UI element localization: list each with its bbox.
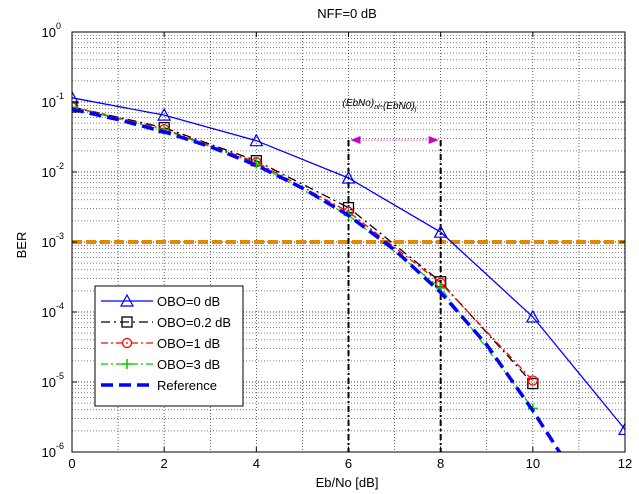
legend-marker (121, 337, 133, 349)
data-point (157, 107, 172, 121)
y-tick-label: 10 (42, 95, 56, 110)
y-tick-label: 10 (42, 25, 56, 40)
data-point (617, 422, 625, 436)
x-tick-label: 4 (253, 456, 260, 471)
y-tick-label: 10 (42, 375, 56, 390)
chart-title: NFF=0 dB (317, 6, 377, 21)
y-tick-label: 10 (42, 165, 56, 180)
y-tick-exponent: -3 (56, 231, 64, 241)
data-point (433, 224, 448, 238)
legend-entry: OBO=0.2 dB (157, 315, 231, 330)
legend-entry: OBO=1 dB (157, 336, 220, 351)
data-point (341, 170, 356, 184)
y-tick-label: 10 (42, 445, 56, 460)
annotation: (EbNo)nl-(EbN0)l (343, 98, 442, 452)
legend-marker (121, 316, 133, 328)
legend-entry: Reference (157, 378, 217, 393)
annotation-arrowhead-left (350, 136, 361, 144)
y-tick-label: 10 (42, 235, 56, 250)
series-line (72, 107, 562, 452)
annotation-label: (EbNo)nl-(EbN0)l (343, 98, 417, 114)
ticks (71, 31, 626, 453)
series-line (72, 97, 625, 430)
x-tick-label: 12 (618, 456, 632, 471)
y-axis-label: BER (14, 232, 29, 259)
series-0 (72, 90, 625, 436)
legend-marker (122, 359, 132, 369)
x-tick-label: 8 (437, 456, 444, 471)
y-tick-label: 10 (42, 305, 56, 320)
series-group (72, 90, 625, 452)
y-tick-exponent: -4 (56, 301, 64, 311)
series-4 (72, 107, 562, 452)
data-point (527, 377, 539, 390)
x-tick-label: 2 (161, 456, 168, 471)
x-axis-label: Eb/No [dB] (316, 475, 379, 490)
y-tick-exponent: -1 (56, 91, 64, 101)
x-tick-label: 10 (526, 456, 540, 471)
x-tick-label: 0 (68, 456, 75, 471)
data-point (527, 375, 538, 386)
y-tick-exponent: -6 (56, 441, 64, 451)
data-point (525, 309, 540, 323)
annotation-arrowhead-right (428, 136, 439, 144)
y-tick-exponent: -5 (56, 371, 64, 381)
data-point (72, 90, 80, 104)
data-point (72, 102, 77, 113)
y-tick-exponent: -2 (56, 161, 64, 171)
x-tick-label: 6 (345, 456, 352, 471)
legend-marker (119, 293, 135, 307)
legend-entry: OBO=0 dB (157, 294, 220, 309)
data-point (249, 133, 264, 147)
y-tick-exponent: 0 (56, 21, 61, 31)
legend-entry: OBO=3 dB (157, 357, 220, 372)
legend: OBO=0 dB OBO=0.2 dB OBO=1 dB OBO=3 dB Refere… (94, 285, 244, 407)
x-tick-labels: 0 2 4 6 8 10 12 (68, 456, 632, 471)
